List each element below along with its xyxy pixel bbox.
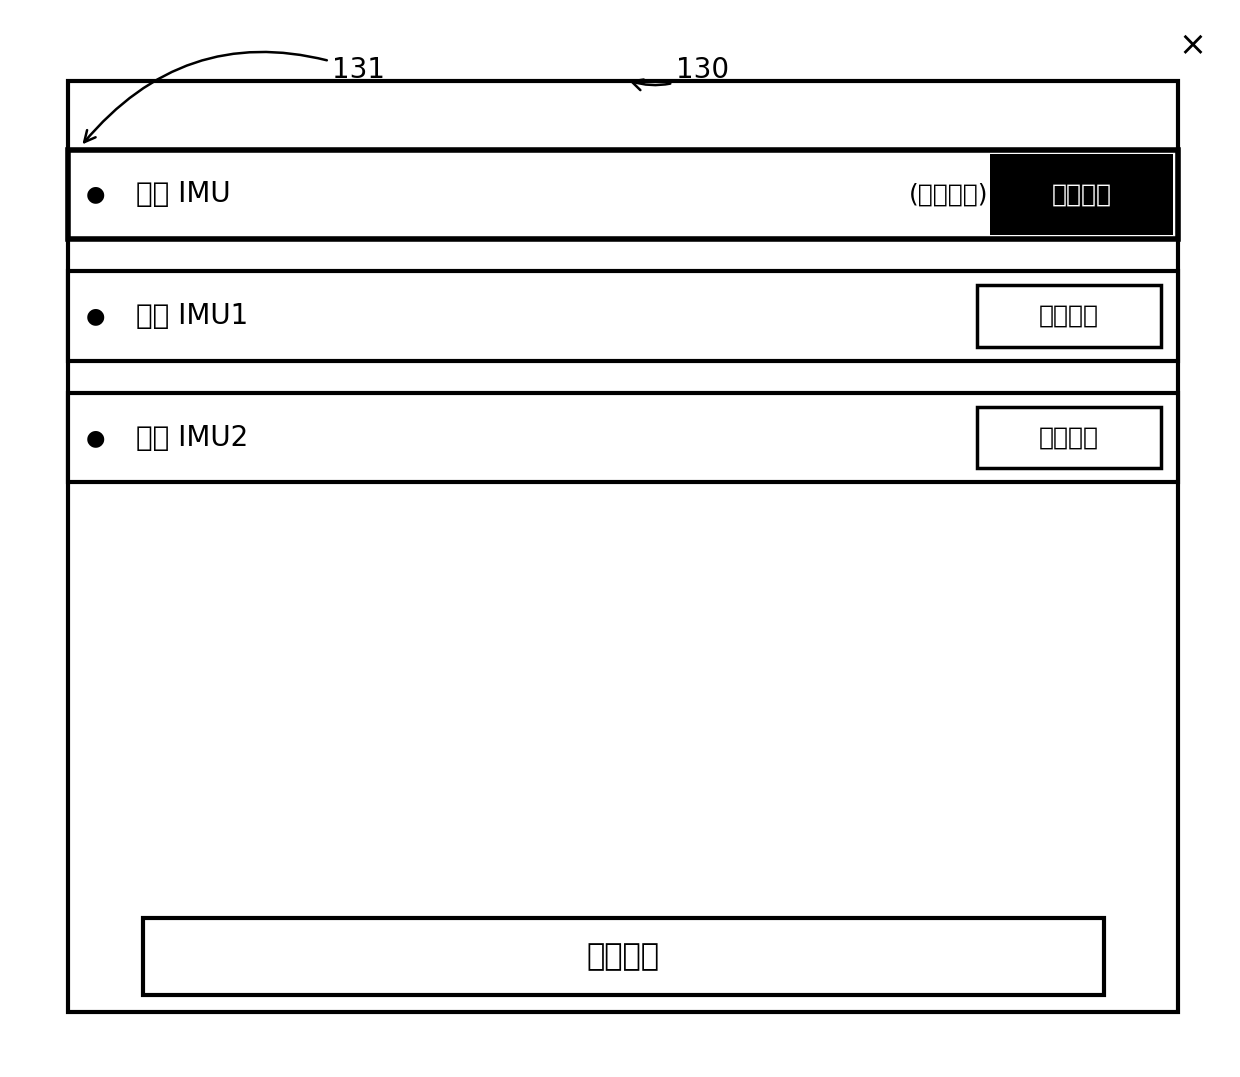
Bar: [977, 407, 1161, 468]
Text: (正在使用): (正在使用): [909, 182, 988, 207]
Text: 历史记录: 历史记录: [587, 942, 660, 970]
Bar: [977, 285, 1161, 347]
Text: ●: ●: [86, 306, 105, 326]
Text: ●: ●: [86, 184, 105, 205]
Bar: [143, 918, 1104, 995]
Text: ●: ●: [86, 428, 105, 448]
Text: 优先使用: 优先使用: [1039, 425, 1099, 450]
Bar: [68, 271, 1178, 361]
Text: 131: 131: [84, 52, 386, 142]
Text: 优先使用: 优先使用: [1039, 304, 1099, 328]
Text: 130: 130: [631, 56, 729, 90]
Text: 优先使用: 优先使用: [1052, 182, 1111, 207]
Bar: [68, 393, 1178, 482]
Text: 外置 IMU2: 外置 IMU2: [136, 424, 249, 451]
Text: 外置 IMU1: 外置 IMU1: [136, 303, 249, 330]
Bar: [990, 154, 1173, 235]
Text: ×: ×: [1179, 29, 1207, 61]
Text: 内置 IMU: 内置 IMU: [136, 181, 231, 208]
Bar: [68, 150, 1178, 239]
Bar: [68, 81, 1178, 1012]
